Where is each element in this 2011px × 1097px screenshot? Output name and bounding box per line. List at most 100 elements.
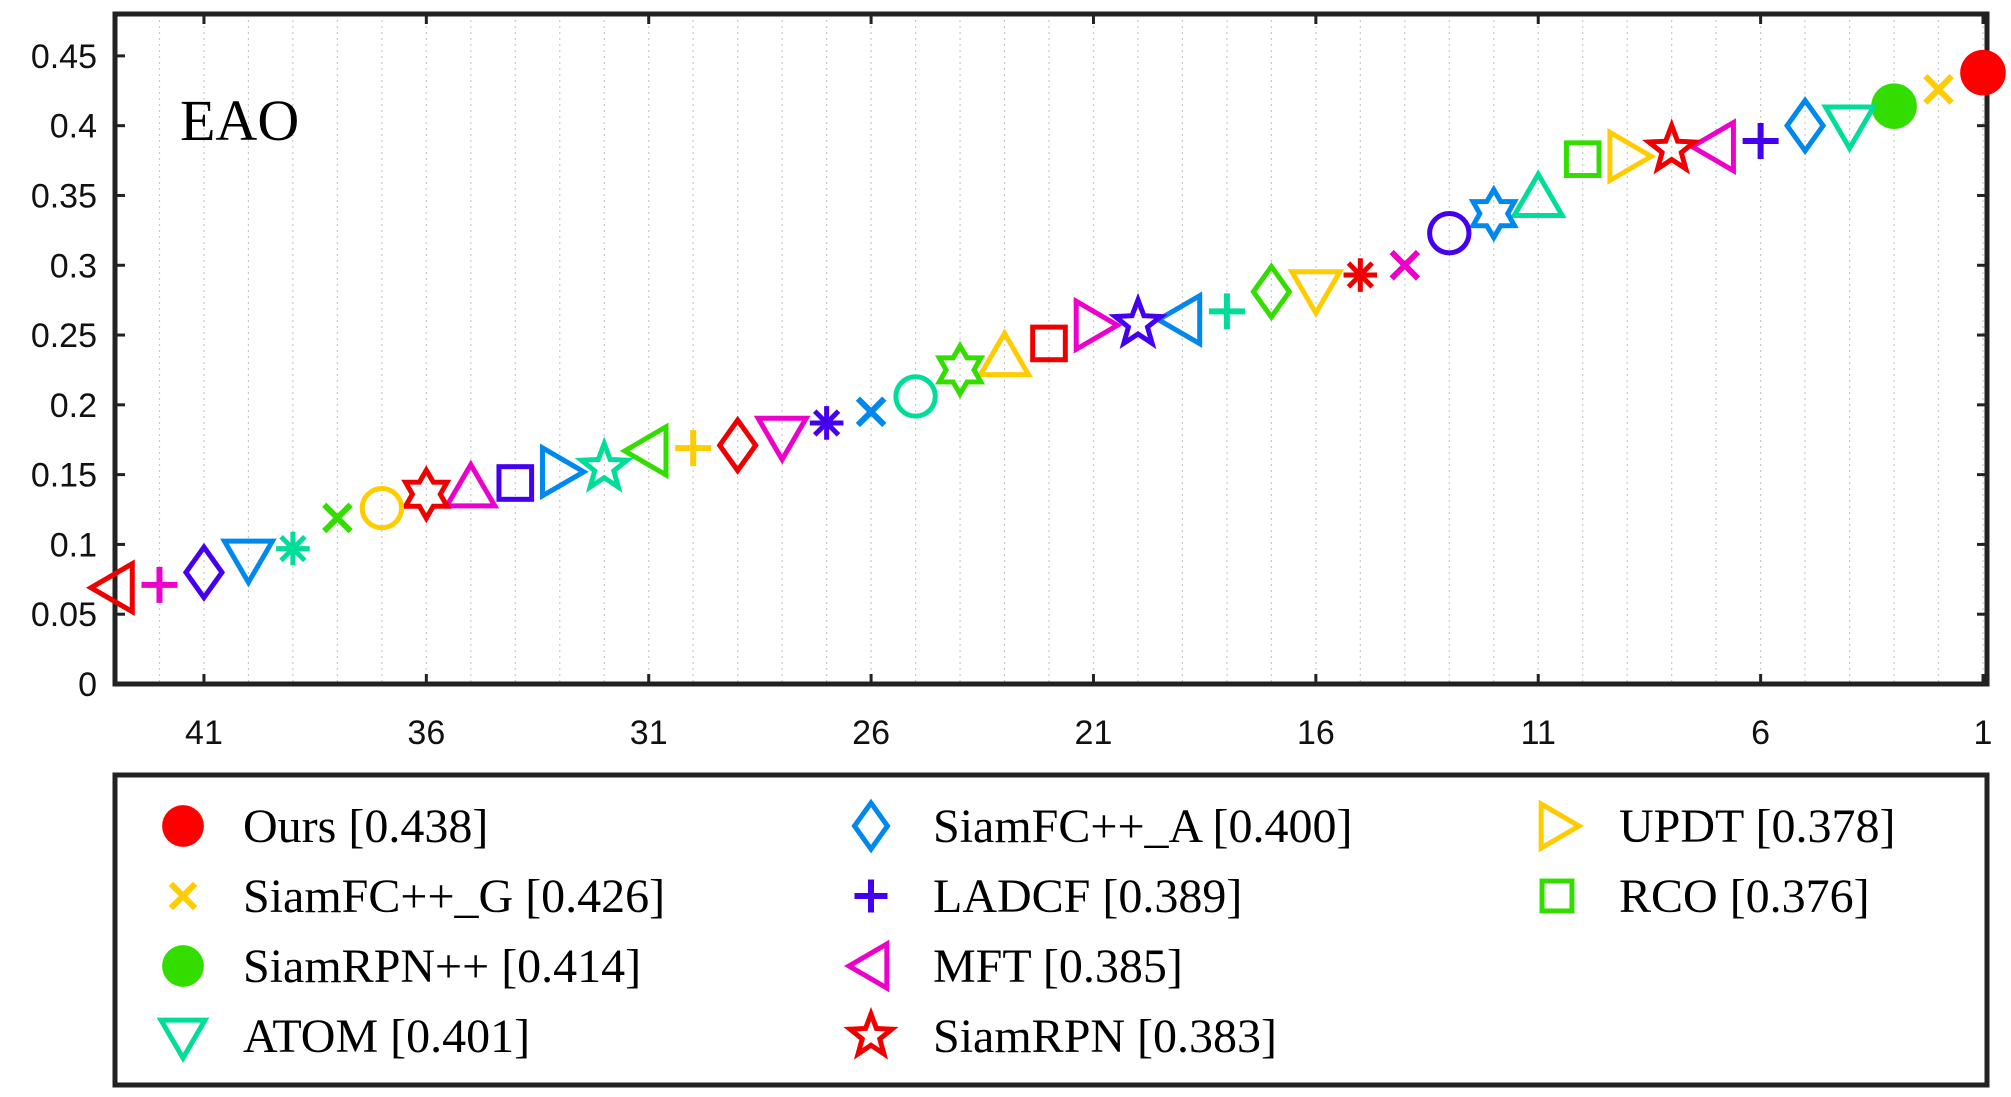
legend-entry: SiamRPN [0.383] bbox=[843, 1006, 1277, 1063]
y-tick-label: 0.2 bbox=[50, 387, 97, 425]
legend-marker bbox=[156, 1017, 210, 1063]
data-point-rank-30 bbox=[675, 430, 712, 467]
data-point-rank-3 bbox=[1871, 83, 1917, 129]
x-tick-label: 16 bbox=[1297, 714, 1335, 752]
data-point-rank-22 bbox=[1030, 324, 1068, 363]
legend-label: Ours [0.438] bbox=[243, 800, 488, 853]
data-point-rank-25 bbox=[893, 374, 938, 419]
y-tick-label: 0.45 bbox=[31, 38, 97, 76]
data-point-rank-8 bbox=[1642, 118, 1702, 175]
x-tick-label: 6 bbox=[1751, 714, 1770, 752]
legend-entry: MFT [0.385] bbox=[844, 939, 1183, 993]
data-point-rank-23 bbox=[976, 328, 1033, 378]
legend-marker bbox=[851, 798, 891, 854]
eao-label: EAO bbox=[180, 88, 299, 153]
data-point-rank-31 bbox=[619, 422, 669, 480]
legend-entry: LADCF [0.389] bbox=[854, 870, 1242, 923]
data-point-rank-11 bbox=[1509, 169, 1567, 219]
x-tick-label: 31 bbox=[630, 714, 668, 752]
legend-entry: SiamFC++_A [0.400] bbox=[851, 798, 1353, 854]
x-axis-ticks: 41 36 31 26 21 16 11 6 1 bbox=[185, 14, 1992, 752]
legend-marker bbox=[1539, 878, 1575, 914]
y-tick-label: 0.4 bbox=[50, 108, 97, 146]
legend-label: MFT [0.385] bbox=[933, 940, 1183, 993]
legend-label: SiamRPN [0.383] bbox=[933, 1010, 1277, 1063]
x-tick-label: 21 bbox=[1075, 714, 1113, 752]
legend-entry: UPDT [0.378] bbox=[1538, 799, 1895, 853]
legend-marker bbox=[854, 879, 888, 913]
data-point-rank-20 bbox=[1108, 292, 1168, 350]
data-point-rank-16 bbox=[1287, 269, 1345, 318]
legend-entry: ATOM [0.401] bbox=[156, 1010, 530, 1063]
data-point-rank-15 bbox=[1343, 258, 1378, 292]
data-point-rank-1 bbox=[1960, 49, 2006, 96]
legend-marker bbox=[162, 945, 204, 987]
data-point-rank-34 bbox=[496, 464, 535, 502]
y-tick-label: 0.3 bbox=[50, 247, 97, 285]
data-point-rank-4 bbox=[1821, 104, 1878, 154]
y-tick-label: 0.15 bbox=[31, 457, 97, 495]
legend-entry: Ours [0.438] bbox=[162, 800, 488, 853]
x-tick-label: 41 bbox=[185, 714, 223, 752]
x-tick-label: 1 bbox=[1974, 714, 1993, 752]
data-point-rank-12 bbox=[1468, 184, 1519, 243]
vertical-grid bbox=[114, 14, 1984, 684]
data-point-rank-5 bbox=[1784, 96, 1827, 156]
data-point-rank-38 bbox=[322, 502, 353, 534]
data-point-rank-33 bbox=[539, 443, 589, 501]
legend-marker bbox=[162, 805, 204, 847]
legend-label: ATOM [0.401] bbox=[243, 1010, 530, 1063]
data-point-rank-29 bbox=[716, 415, 759, 475]
legend-box bbox=[112, 772, 1990, 1088]
data-point-rank-26 bbox=[855, 396, 887, 428]
x-tick-label: 36 bbox=[407, 714, 445, 752]
x-tick-label: 11 bbox=[1521, 714, 1556, 752]
legend-label: LADCF [0.389] bbox=[933, 870, 1242, 923]
legend-label: RCO [0.376] bbox=[1619, 870, 1870, 923]
data-points bbox=[86, 49, 2006, 617]
x-tick-label: 26 bbox=[852, 714, 890, 752]
data-point-rank-37 bbox=[359, 485, 405, 531]
data-point-rank-13 bbox=[1427, 210, 1472, 256]
data-point-rank-42 bbox=[141, 566, 178, 603]
y-tick-label: 0.1 bbox=[50, 526, 97, 564]
legend-marker bbox=[844, 939, 890, 993]
legend-label: UPDT [0.378] bbox=[1619, 800, 1895, 853]
y-tick-label: 0 bbox=[78, 666, 97, 704]
y-tick-label: 0.25 bbox=[31, 317, 97, 355]
data-point-rank-35 bbox=[442, 459, 500, 509]
legend-label: SiamFC++_A [0.400] bbox=[933, 800, 1353, 853]
legend-entry: RCO [0.376] bbox=[1539, 870, 1870, 923]
legend-label: SiamRPN++ [0.414] bbox=[243, 940, 641, 993]
data-point-rank-41 bbox=[182, 542, 226, 602]
data-point-rank-6 bbox=[1742, 123, 1779, 160]
data-point-rank-32 bbox=[574, 436, 634, 493]
legend-label: SiamFC++_G [0.426] bbox=[243, 870, 665, 923]
data-point-rank-19 bbox=[1153, 291, 1203, 349]
legend-entry: SiamRPN++ [0.414] bbox=[162, 940, 641, 993]
y-tick-label: 0.35 bbox=[31, 177, 97, 215]
data-point-rank-7 bbox=[1687, 118, 1736, 175]
data-point-rank-10 bbox=[1563, 140, 1602, 178]
data-point-rank-21 bbox=[1073, 296, 1123, 354]
data-point-rank-9 bbox=[1607, 128, 1657, 185]
legend: Ours [0.438] SiamFC++_G [0.426] SiamRPN++ … bbox=[156, 798, 1895, 1063]
data-point-rank-40 bbox=[220, 538, 277, 588]
data-point-rank-17 bbox=[1250, 262, 1293, 322]
data-point-rank-18 bbox=[1208, 293, 1245, 330]
data-point-rank-14 bbox=[1389, 249, 1421, 281]
legend-marker bbox=[1538, 799, 1584, 853]
y-axis-ticks: 0 0.05 0.1 0.15 0.2 0.25 0.3 0.35 0.4 0.45 bbox=[31, 38, 1987, 704]
legend-entry: SiamFC++_G [0.426] bbox=[168, 870, 665, 923]
data-point-rank-39 bbox=[276, 531, 310, 566]
data-point-rank-2 bbox=[1923, 74, 1954, 105]
plot-frame bbox=[112, 11, 1990, 687]
data-point-rank-27 bbox=[809, 406, 844, 440]
legend-marker bbox=[168, 881, 198, 911]
data-point-rank-43 bbox=[86, 559, 135, 617]
data-point-rank-24 bbox=[935, 340, 986, 399]
y-tick-label: 0.05 bbox=[31, 596, 97, 634]
legend-marker bbox=[843, 1006, 899, 1060]
data-point-rank-28 bbox=[753, 415, 811, 465]
